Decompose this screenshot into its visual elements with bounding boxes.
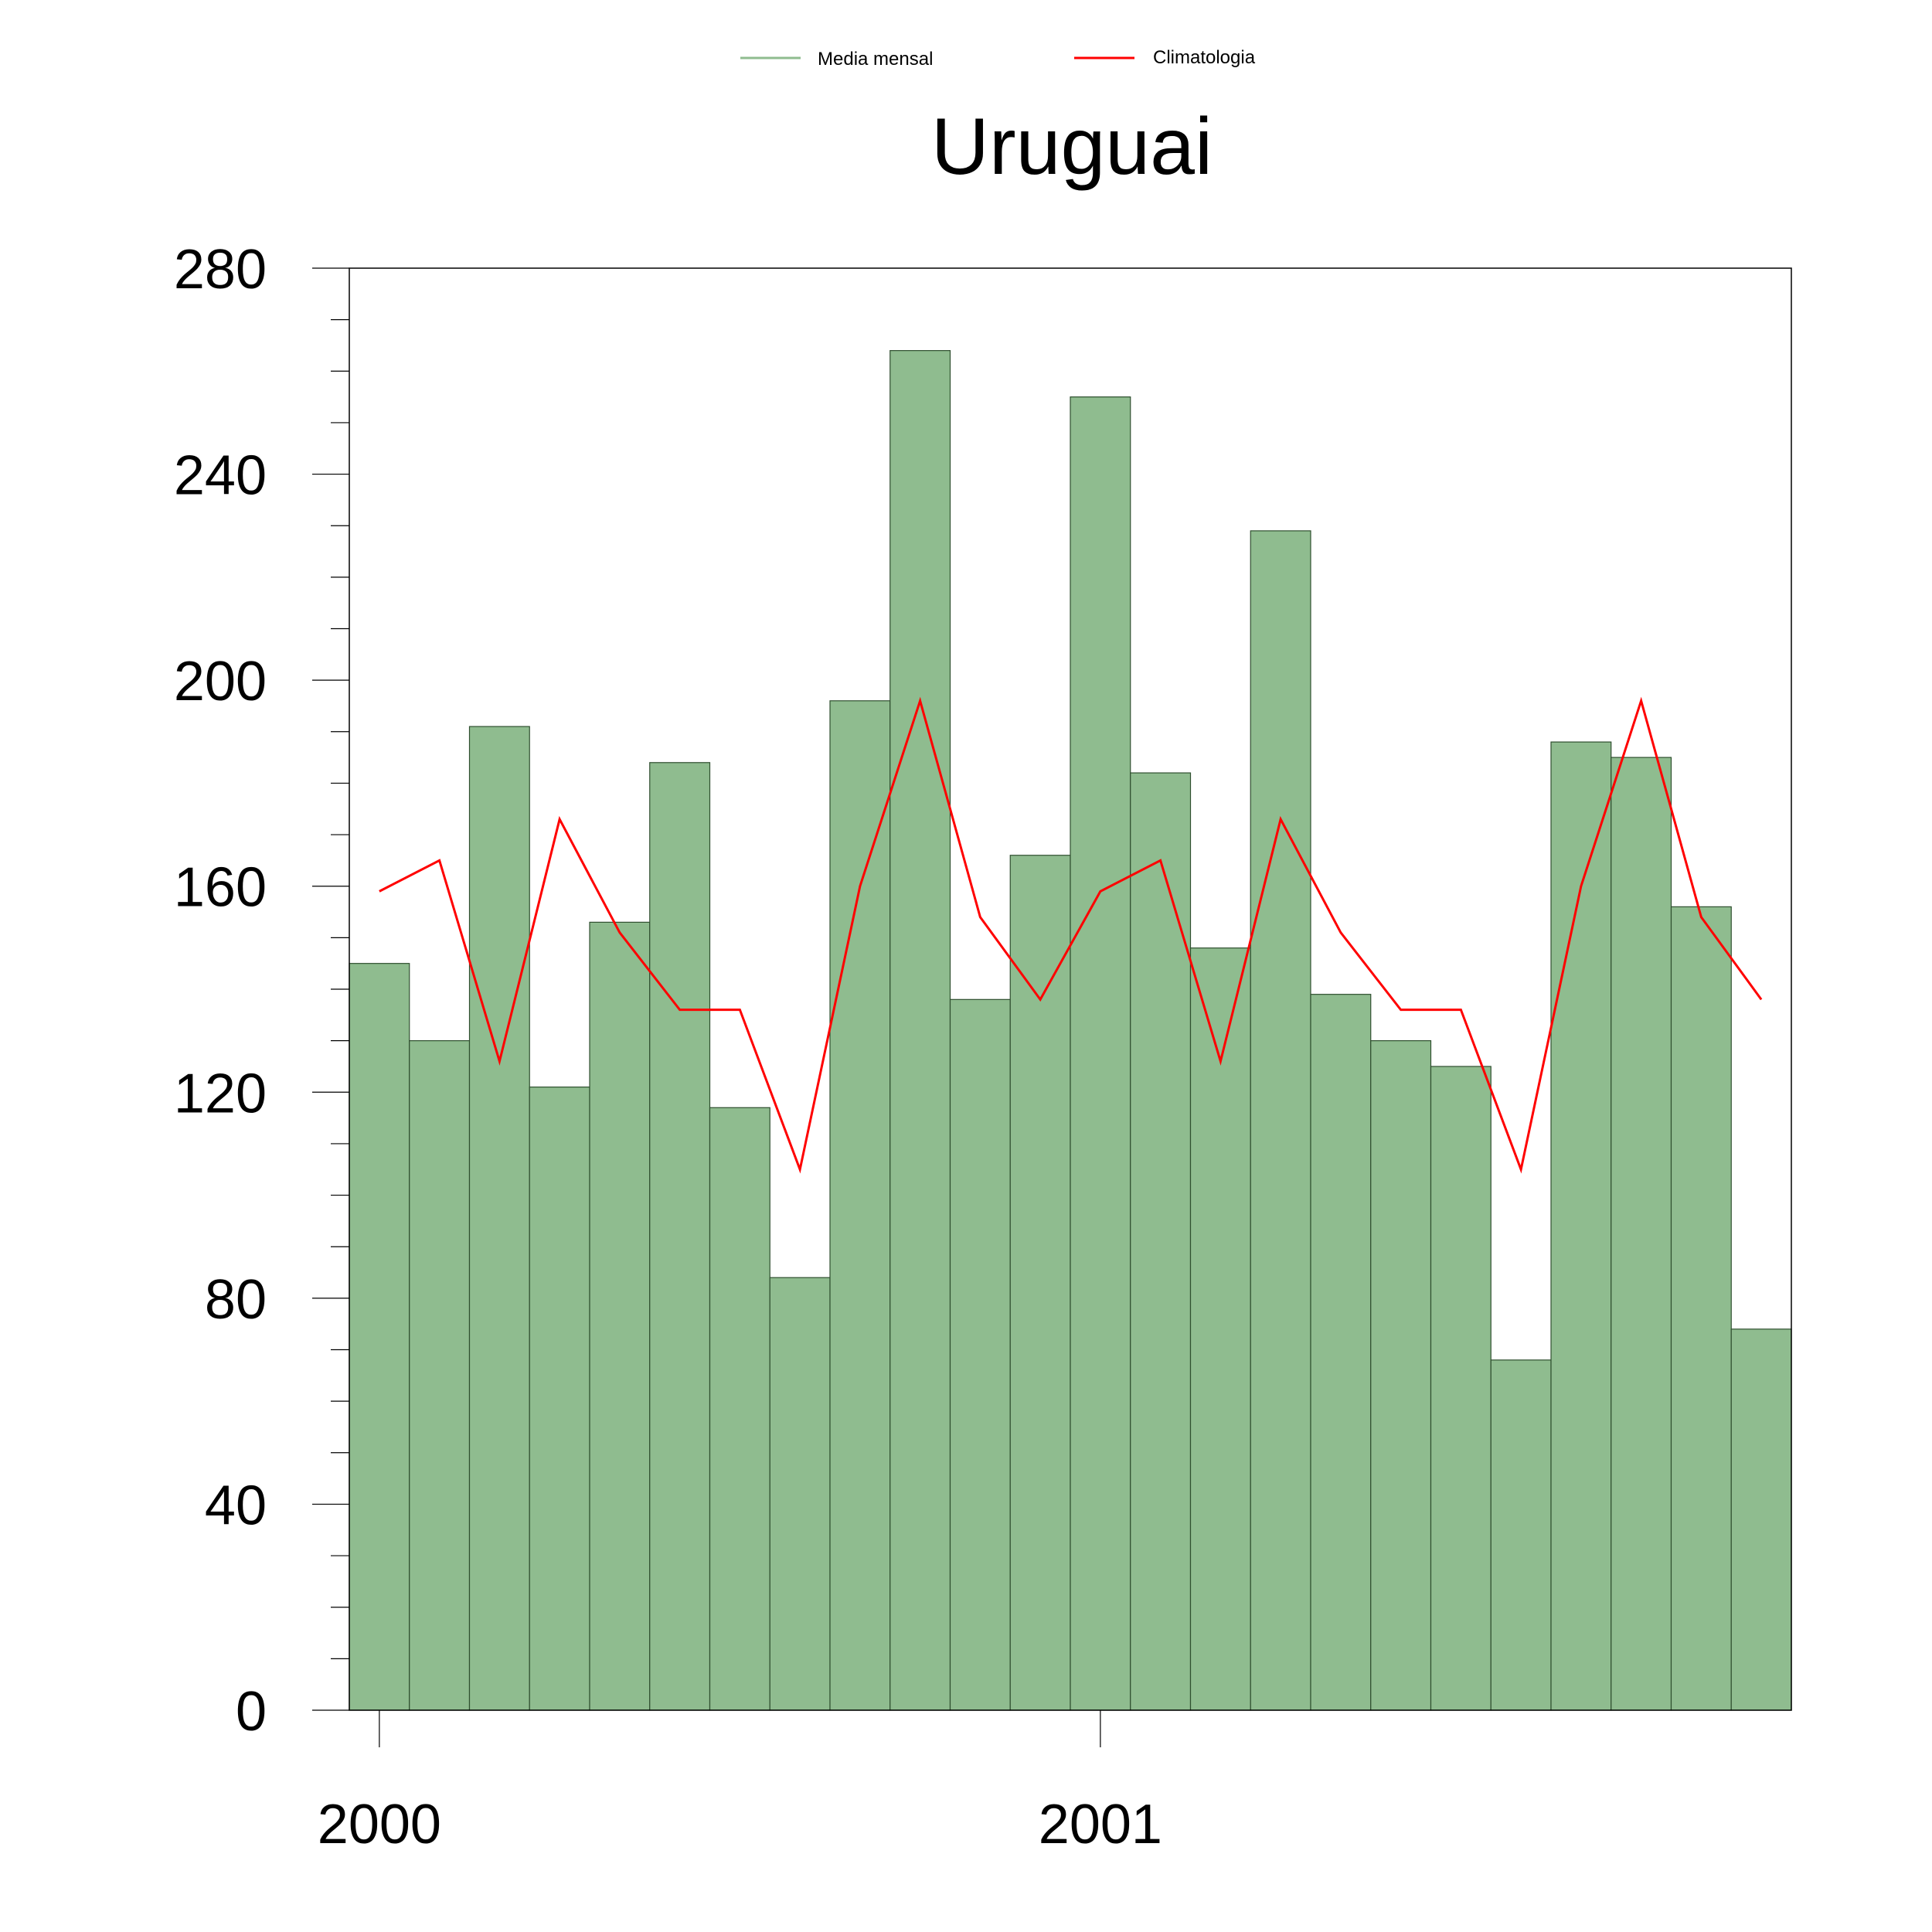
bar-19 [1490,1359,1552,1711]
bar-9 [889,350,951,1711]
bar-7 [769,1277,831,1711]
line-group [379,696,1763,1174]
y-tick-label: 280 [174,239,267,301]
y-tick-label: 200 [174,651,267,713]
bar-0 [349,963,410,1711]
y-tick-label: 240 [174,445,267,507]
bar-14 [1189,947,1251,1711]
bar-3 [529,1087,590,1711]
y-tick-label: 0 [236,1681,267,1743]
bar-10 [949,998,1011,1711]
bar-12 [1070,396,1131,1711]
y-tick-label: 40 [205,1475,267,1536]
y-tick-label: 120 [174,1063,267,1124]
bar-4 [589,921,651,1711]
x-axis: 2000 2001 [318,1710,1162,1855]
x-tick-label: 2001 [1039,1794,1162,1855]
climatologia-line [379,696,1763,1174]
y-tick-label: 160 [174,857,267,919]
bar-17 [1370,1040,1432,1711]
bar-6 [709,1107,770,1711]
bar-1 [409,1040,471,1711]
legend: Media mensal Climatologia [740,47,1256,70]
bar-22 [1670,906,1732,1711]
bar-8 [829,700,891,1711]
chart-title: Uruguai [931,102,1213,192]
bar-13 [1130,772,1192,1711]
bar-2 [468,726,530,1711]
bar-15 [1250,530,1311,1711]
bar-5 [649,762,711,1711]
bars-group [349,350,1792,1711]
legend-label-climatologia: Climatologia [1153,47,1256,68]
bar-11 [1009,855,1071,1711]
bar-21 [1611,757,1672,1711]
y-axis: 0 40 80 120 160 200 240 280 [174,239,349,1743]
bar-23 [1730,1328,1792,1711]
bar-18 [1430,1066,1492,1711]
bar-16 [1310,994,1372,1711]
y-tick-label: 80 [205,1269,267,1331]
bar-20 [1550,741,1612,1711]
legend-label-media-mensal: Media mensal [818,49,933,70]
x-tick-label: 2000 [318,1794,441,1855]
